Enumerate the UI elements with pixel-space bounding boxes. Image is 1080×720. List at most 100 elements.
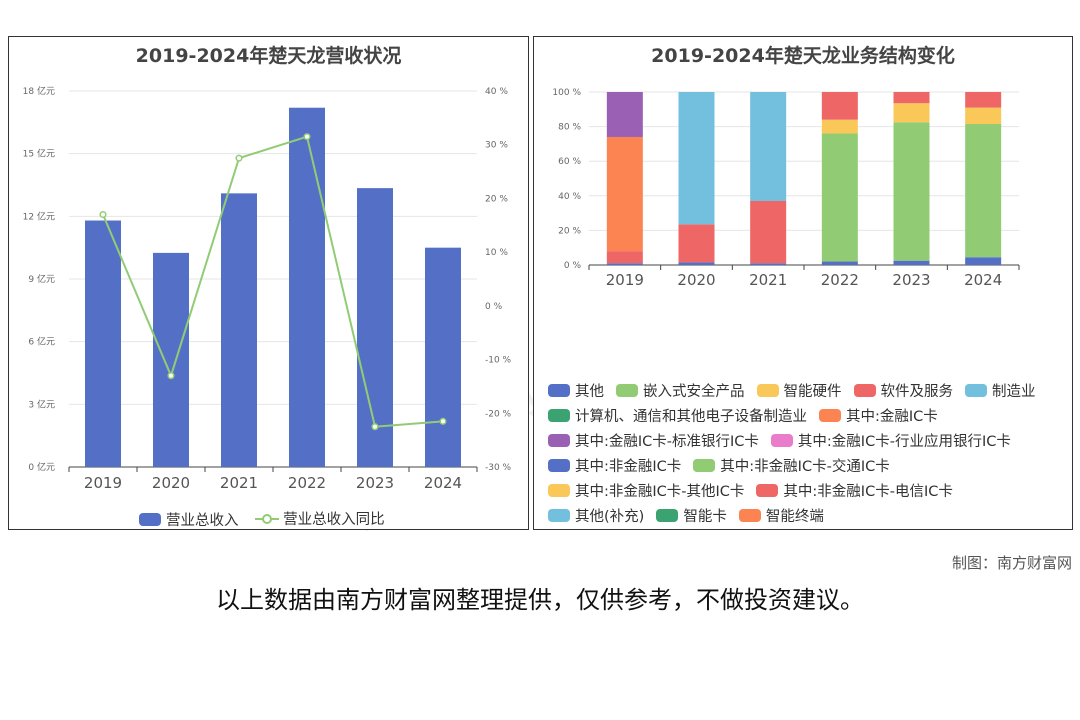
- y-tick-label: 80 %: [558, 123, 581, 133]
- legend-label: 其他(补充): [575, 509, 645, 525]
- y-tick-label: 60 %: [558, 157, 581, 167]
- legend-item[interactable]: 其他(补充): [548, 505, 644, 526]
- yoy-point: [235, 154, 243, 162]
- x-tick-label: 2021: [220, 474, 258, 492]
- legend-swatch: [616, 384, 638, 397]
- revenue-chart-panel: 0 亿元 3 亿元 6 亿元 9 亿元 12 亿元 15 亿元 18 亿元 -30 % -20 …: [8, 36, 529, 530]
- stacked-bar-segment: [821, 92, 858, 120]
- legend-item[interactable]: 其中:金融IC卡: [819, 405, 938, 426]
- legend-row: 其中:金融IC卡-标准银行IC卡 其中:金融IC卡-行业应用银行IC卡: [548, 428, 1048, 453]
- legend-label-revenue: 营业总收入: [166, 512, 239, 529]
- legend-label: 其他: [575, 384, 604, 400]
- y2-tick-label: 20 %: [485, 194, 508, 204]
- legend-label: 其中:非金融IC卡-交通IC卡: [720, 459, 890, 475]
- legend-item-yoy[interactable]: 营业总收入同比: [255, 508, 385, 529]
- x-tick-label: 2023: [892, 271, 930, 289]
- legend-row: 其他 嵌入式安全产品 智能硬件 软件及服务 制造业: [548, 378, 1048, 403]
- legend-item[interactable]: 其他: [548, 380, 604, 401]
- x-tick-label: 2024: [964, 271, 1002, 289]
- stacked-bar-segment: [606, 136, 643, 252]
- stacked-bar-segment: [750, 92, 787, 201]
- legend-swatch: [770, 434, 793, 447]
- chart-credit: 制图：南方财富网: [951, 554, 1072, 572]
- legend-label: 计算机、通信和其他电子设备制造业: [575, 409, 807, 425]
- stacked-bar-segment: [606, 263, 643, 265]
- y2-tick-label: 30 %: [485, 141, 508, 151]
- y-tick-label: 9 亿元: [28, 273, 55, 285]
- stacked-bar-segment: [678, 262, 715, 265]
- yoy-point: [439, 417, 447, 425]
- legend-item[interactable]: 其中:非金融IC卡-其他IC卡: [548, 480, 744, 501]
- legend-item[interactable]: 其中:金融IC卡-行业应用银行IC卡: [770, 430, 1011, 451]
- legend-item[interactable]: 软件及服务: [853, 380, 954, 401]
- legend-label: 其中:非金融IC卡-电信IC卡: [783, 484, 953, 500]
- legend-item[interactable]: 其中:非金融IC卡-交通IC卡: [693, 455, 890, 476]
- legend-label: 制造业: [992, 384, 1036, 400]
- revenue-bar: [289, 107, 325, 467]
- revenue-chart-title: 2019-2024年楚天龙营收状况: [135, 45, 402, 67]
- legend-swatch: [656, 509, 679, 522]
- revenue-bar: [357, 188, 393, 467]
- y-tick-label: 15 亿元: [23, 148, 55, 160]
- stacked-bar-segment: [821, 261, 858, 265]
- y-tick-label: 18 亿元: [23, 85, 55, 97]
- stacked-bar-segment: [821, 133, 858, 262]
- legend-label: 智能硬件: [783, 384, 842, 400]
- stacked-bar-segment: [750, 200, 787, 264]
- x-tick-label: 2022: [821, 271, 859, 289]
- legend-item[interactable]: 智能硬件: [756, 380, 842, 401]
- legend-item[interactable]: 其中:非金融IC卡: [548, 455, 681, 476]
- y-tick-label: 0 %: [564, 261, 582, 271]
- legend-label: 其中:金融IC卡-标准银行IC卡: [575, 434, 759, 450]
- stacked-bar-segment: [678, 92, 715, 225]
- legend-swatch: [756, 484, 779, 497]
- legend-item-revenue[interactable]: 营业总收入: [139, 509, 239, 530]
- yoy-point: [167, 372, 175, 380]
- y2-tick-label: -30 %: [485, 463, 512, 473]
- y2-tick-label: -10 %: [485, 356, 512, 366]
- stacked-bar-segment: [965, 92, 1002, 108]
- y-tick-label: 12 亿元: [23, 210, 55, 222]
- legend-label: 智能卡: [683, 509, 727, 525]
- legend-item[interactable]: 智能终端: [738, 505, 824, 526]
- yoy-point: [99, 210, 107, 219]
- legend-item[interactable]: 计算机、通信和其他电子设备制造业: [548, 405, 807, 426]
- structure-chart-legend: 其他 嵌入式安全产品 智能硬件 软件及服务 制造业 计算机、通信和其他电子设备制造业 其中:…: [548, 378, 1048, 528]
- legend-row: 其中:非金融IC卡-其他IC卡 其中:非金融IC卡-电信IC卡: [548, 478, 1048, 503]
- y-tick-label: 3 亿元: [28, 398, 55, 410]
- x-tick-label: 2020: [677, 271, 715, 289]
- legend-swatch: [965, 384, 987, 397]
- stacked-bar-segment: [750, 263, 787, 265]
- legend-swatch: [756, 384, 779, 397]
- x-tick-label: 2020: [152, 474, 190, 492]
- stacked-bar-segment: [965, 107, 1002, 125]
- legend-swatch: [548, 509, 570, 522]
- legend-item[interactable]: 智能卡: [656, 505, 727, 526]
- legend-row: 计算机、通信和其他电子设备制造业 其中:金融IC卡: [548, 403, 1048, 428]
- legend-item[interactable]: 嵌入式安全产品: [616, 380, 745, 401]
- stacked-bar-segment: [893, 122, 930, 261]
- stacked-bar-segment: [606, 92, 643, 137]
- legend-item[interactable]: 制造业: [965, 380, 1036, 401]
- legend-swatch: [548, 409, 570, 422]
- stacked-bar-segment: [606, 251, 643, 264]
- structure-chart-panel: 0 % 20 % 40 % 60 % 80 % 100 % 2019 2020 2021 2022…: [533, 36, 1073, 530]
- y2-tick-label: 40 %: [485, 87, 508, 97]
- y-tick-label: 20 %: [558, 226, 581, 236]
- stacked-bar-segment: [965, 124, 1002, 258]
- legend-label: 其中:非金融IC卡: [575, 459, 682, 475]
- y2-tick-label: 10 %: [485, 248, 508, 258]
- legend-item[interactable]: 其中:金融IC卡-标准银行IC卡: [548, 430, 759, 451]
- legend-label: 软件及服务: [880, 384, 954, 400]
- legend-label-yoy: 营业总收入同比: [283, 512, 385, 528]
- revenue-bar: [221, 193, 257, 467]
- legend-swatch: [738, 509, 761, 522]
- legend-row: 其中:非金融IC卡 其中:非金融IC卡-交通IC卡: [548, 453, 1048, 478]
- legend-item[interactable]: 其中:非金融IC卡-电信IC卡: [756, 480, 953, 501]
- stacked-bar-segment: [965, 257, 1002, 265]
- revenue-chart-legend: 营业总收入 营业总收入同比: [139, 508, 397, 530]
- y-tick-label: 40 %: [558, 192, 581, 202]
- y2-tick-label: 0 %: [485, 302, 503, 312]
- legend-swatch: [548, 384, 570, 397]
- legend-label: 其中:金融IC卡: [846, 409, 938, 425]
